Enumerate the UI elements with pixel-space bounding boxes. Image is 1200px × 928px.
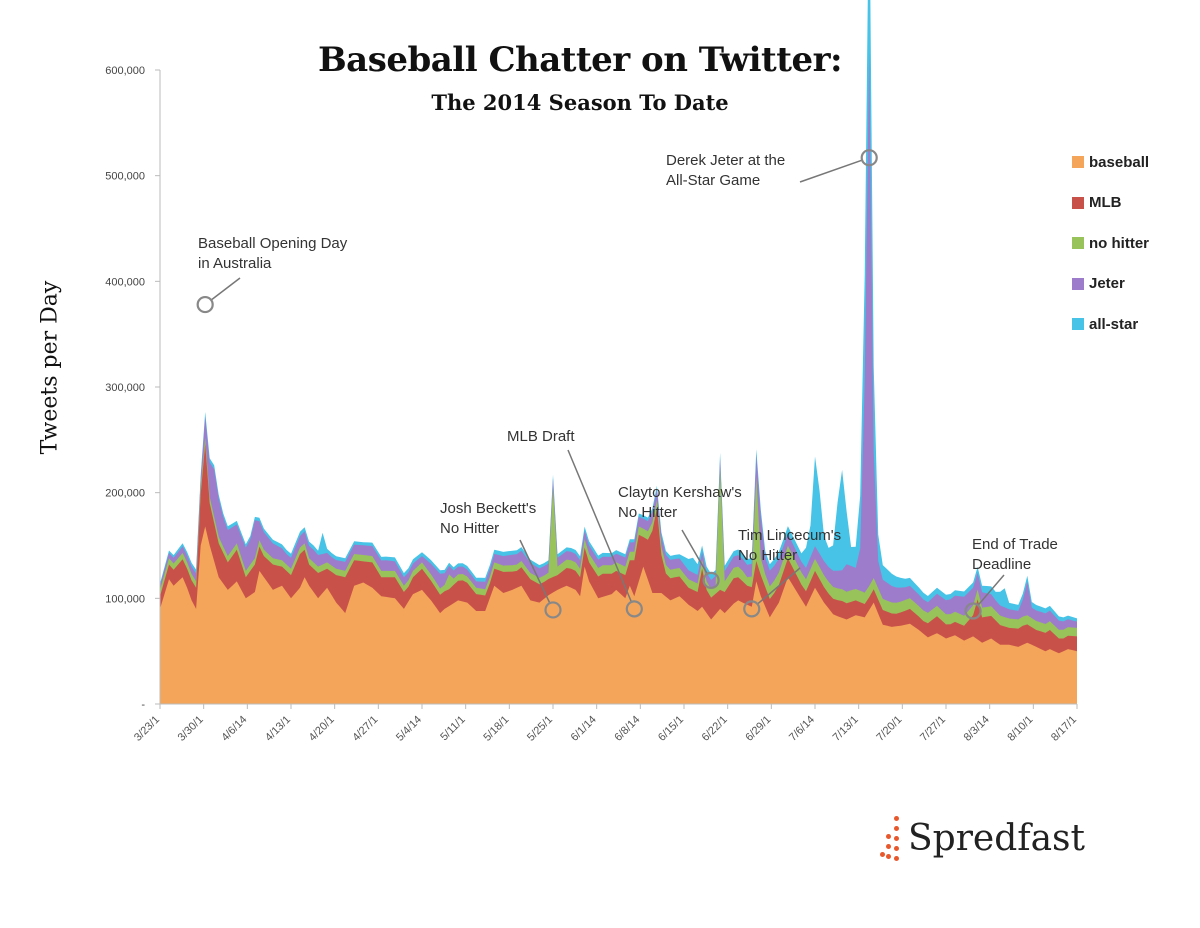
annotation-marker (702, 571, 720, 589)
x-tick-label: 8/17/1 (1049, 714, 1079, 744)
annotation-line: Baseball Opening Day (198, 235, 348, 252)
x-tick-label: 3/23/1 (132, 714, 162, 744)
area-baseball (160, 526, 1077, 704)
annotation-line: All-Star Game (666, 172, 760, 189)
annotation-line: No Hitter (738, 547, 797, 564)
annotation-label: Derek Jeter at the All-Star Game (666, 152, 785, 189)
legend-item-mlb: MLB (1072, 183, 1149, 224)
y-tick-label: 100,000 (105, 593, 145, 605)
x-tick-label: 4/20/1 (307, 714, 337, 744)
spredfast-logo: Spredfast (880, 814, 1085, 862)
y-axis-label: Tweets per Day (37, 280, 63, 455)
x-tick-label: 5/18/1 (481, 714, 511, 744)
x-tick-label: 5/11/1 (438, 714, 468, 744)
annotation-line: Clayton Kershaw's (618, 484, 742, 501)
annotation-line: Derek Jeter at the (666, 152, 785, 169)
legend-item-no-hitter: no hitter (1072, 223, 1149, 264)
x-tick-label: 8/3/14 (962, 714, 992, 744)
legend-swatch-jeter (1072, 277, 1084, 290)
x-tick-label: 4/27/1 (350, 714, 380, 744)
annotation-marker (196, 295, 214, 314)
x-tick-label: 5/25/1 (525, 714, 555, 744)
y-tick-label: 300,000 (105, 382, 145, 394)
area-all-star (160, 0, 1077, 704)
x-tick-label: 3/30/1 (176, 714, 206, 744)
annotation-line: Deadline (972, 556, 1031, 573)
x-tick-label: 7/13/1 (831, 714, 861, 744)
legend: baseball MLB no hitter Jeter all-star (1072, 142, 1149, 345)
legend-swatch-no-hitter (1072, 237, 1084, 250)
legend-label-mlb: MLB (1089, 194, 1122, 212)
annotation-marker (860, 149, 878, 167)
annotation-leader (757, 567, 801, 605)
annotation-leader (681, 529, 708, 574)
y-tick-label: 600,000 (105, 65, 145, 77)
legend-label-jeter: Jeter (1089, 275, 1125, 293)
x-tick-label: 6/22/1 (700, 714, 730, 744)
x-tick-label: 5/4/14 (394, 714, 424, 744)
x-tick-label: 6/8/14 (612, 714, 642, 744)
legend-item-jeter: Jeter (1072, 264, 1149, 305)
chart-areas (160, 0, 1077, 704)
annotation-label: Baseball Opening Day in Australia (198, 235, 348, 272)
annotation-line: Josh Beckett's (440, 500, 536, 517)
y-tick-label: 500,000 (105, 171, 145, 183)
annotation-marker (743, 600, 761, 618)
y-tick-label: 200,000 (105, 488, 145, 500)
y-tick-label: 400,000 (105, 276, 145, 288)
annotation-marker (625, 600, 643, 618)
annotation-marker (964, 602, 982, 620)
x-tick-label: 4/13/1 (263, 714, 293, 744)
legend-label-no-hitter: no hitter (1089, 234, 1149, 252)
annotation-leader (977, 574, 1005, 606)
annotation-leader (211, 277, 241, 301)
annotation-line: No Hitter (440, 520, 499, 537)
x-tick-label: 7/20/1 (874, 714, 904, 744)
legend-label-baseball: baseball (1089, 153, 1150, 171)
annotation-line: in Australia (198, 255, 272, 272)
annotation-line: MLB Draft (507, 428, 575, 445)
annotation-label: Tim Lincecum's No Hitter (738, 527, 841, 564)
chart-subtitle: The 2014 Season To Date (431, 90, 729, 115)
annotation-label: MLB Draft (507, 428, 575, 445)
x-tick-label: 4/6/14 (219, 714, 249, 744)
x-tick-label: 6/29/1 (743, 714, 773, 744)
annotation-marker (544, 601, 562, 619)
legend-item-all-star: all-star (1072, 304, 1149, 345)
annotation-line: Tim Lincecum's (738, 527, 841, 544)
x-tick-label: 7/27/1 (918, 714, 948, 744)
annotation-leader (799, 159, 862, 183)
brand-name: Spredfast (908, 817, 1085, 859)
x-tick-label: 8/10/1 (1005, 714, 1035, 744)
spredfast-dots-icon (880, 814, 904, 862)
legend-swatch-all-star (1072, 318, 1084, 331)
chart-title: Baseball Chatter on Twitter: (317, 40, 843, 80)
legend-swatch-baseball (1072, 156, 1084, 169)
annotation-label: Clayton Kershaw's No Hitter (618, 484, 742, 521)
annotation-label: End of Trade Deadline (972, 536, 1058, 573)
annotation-leader (567, 449, 632, 602)
chart-annotations: Baseball Opening Day in Australia Josh Bec… (196, 149, 1058, 620)
x-tick-label: 7/6/14 (787, 714, 817, 744)
x-tick-label: 6/1/14 (569, 714, 599, 744)
annotation-line: No Hitter (618, 504, 677, 521)
y-tick-label: - (141, 699, 145, 711)
legend-item-baseball: baseball (1072, 142, 1149, 183)
annotation-leader (519, 539, 551, 604)
annotation-label: Josh Beckett's No Hitter (440, 500, 536, 537)
annotation-line: End of Trade (972, 536, 1058, 553)
legend-label-all-star: all-star (1089, 315, 1139, 333)
x-tick-label: 6/15/1 (656, 714, 686, 744)
legend-swatch-mlb (1072, 196, 1084, 209)
